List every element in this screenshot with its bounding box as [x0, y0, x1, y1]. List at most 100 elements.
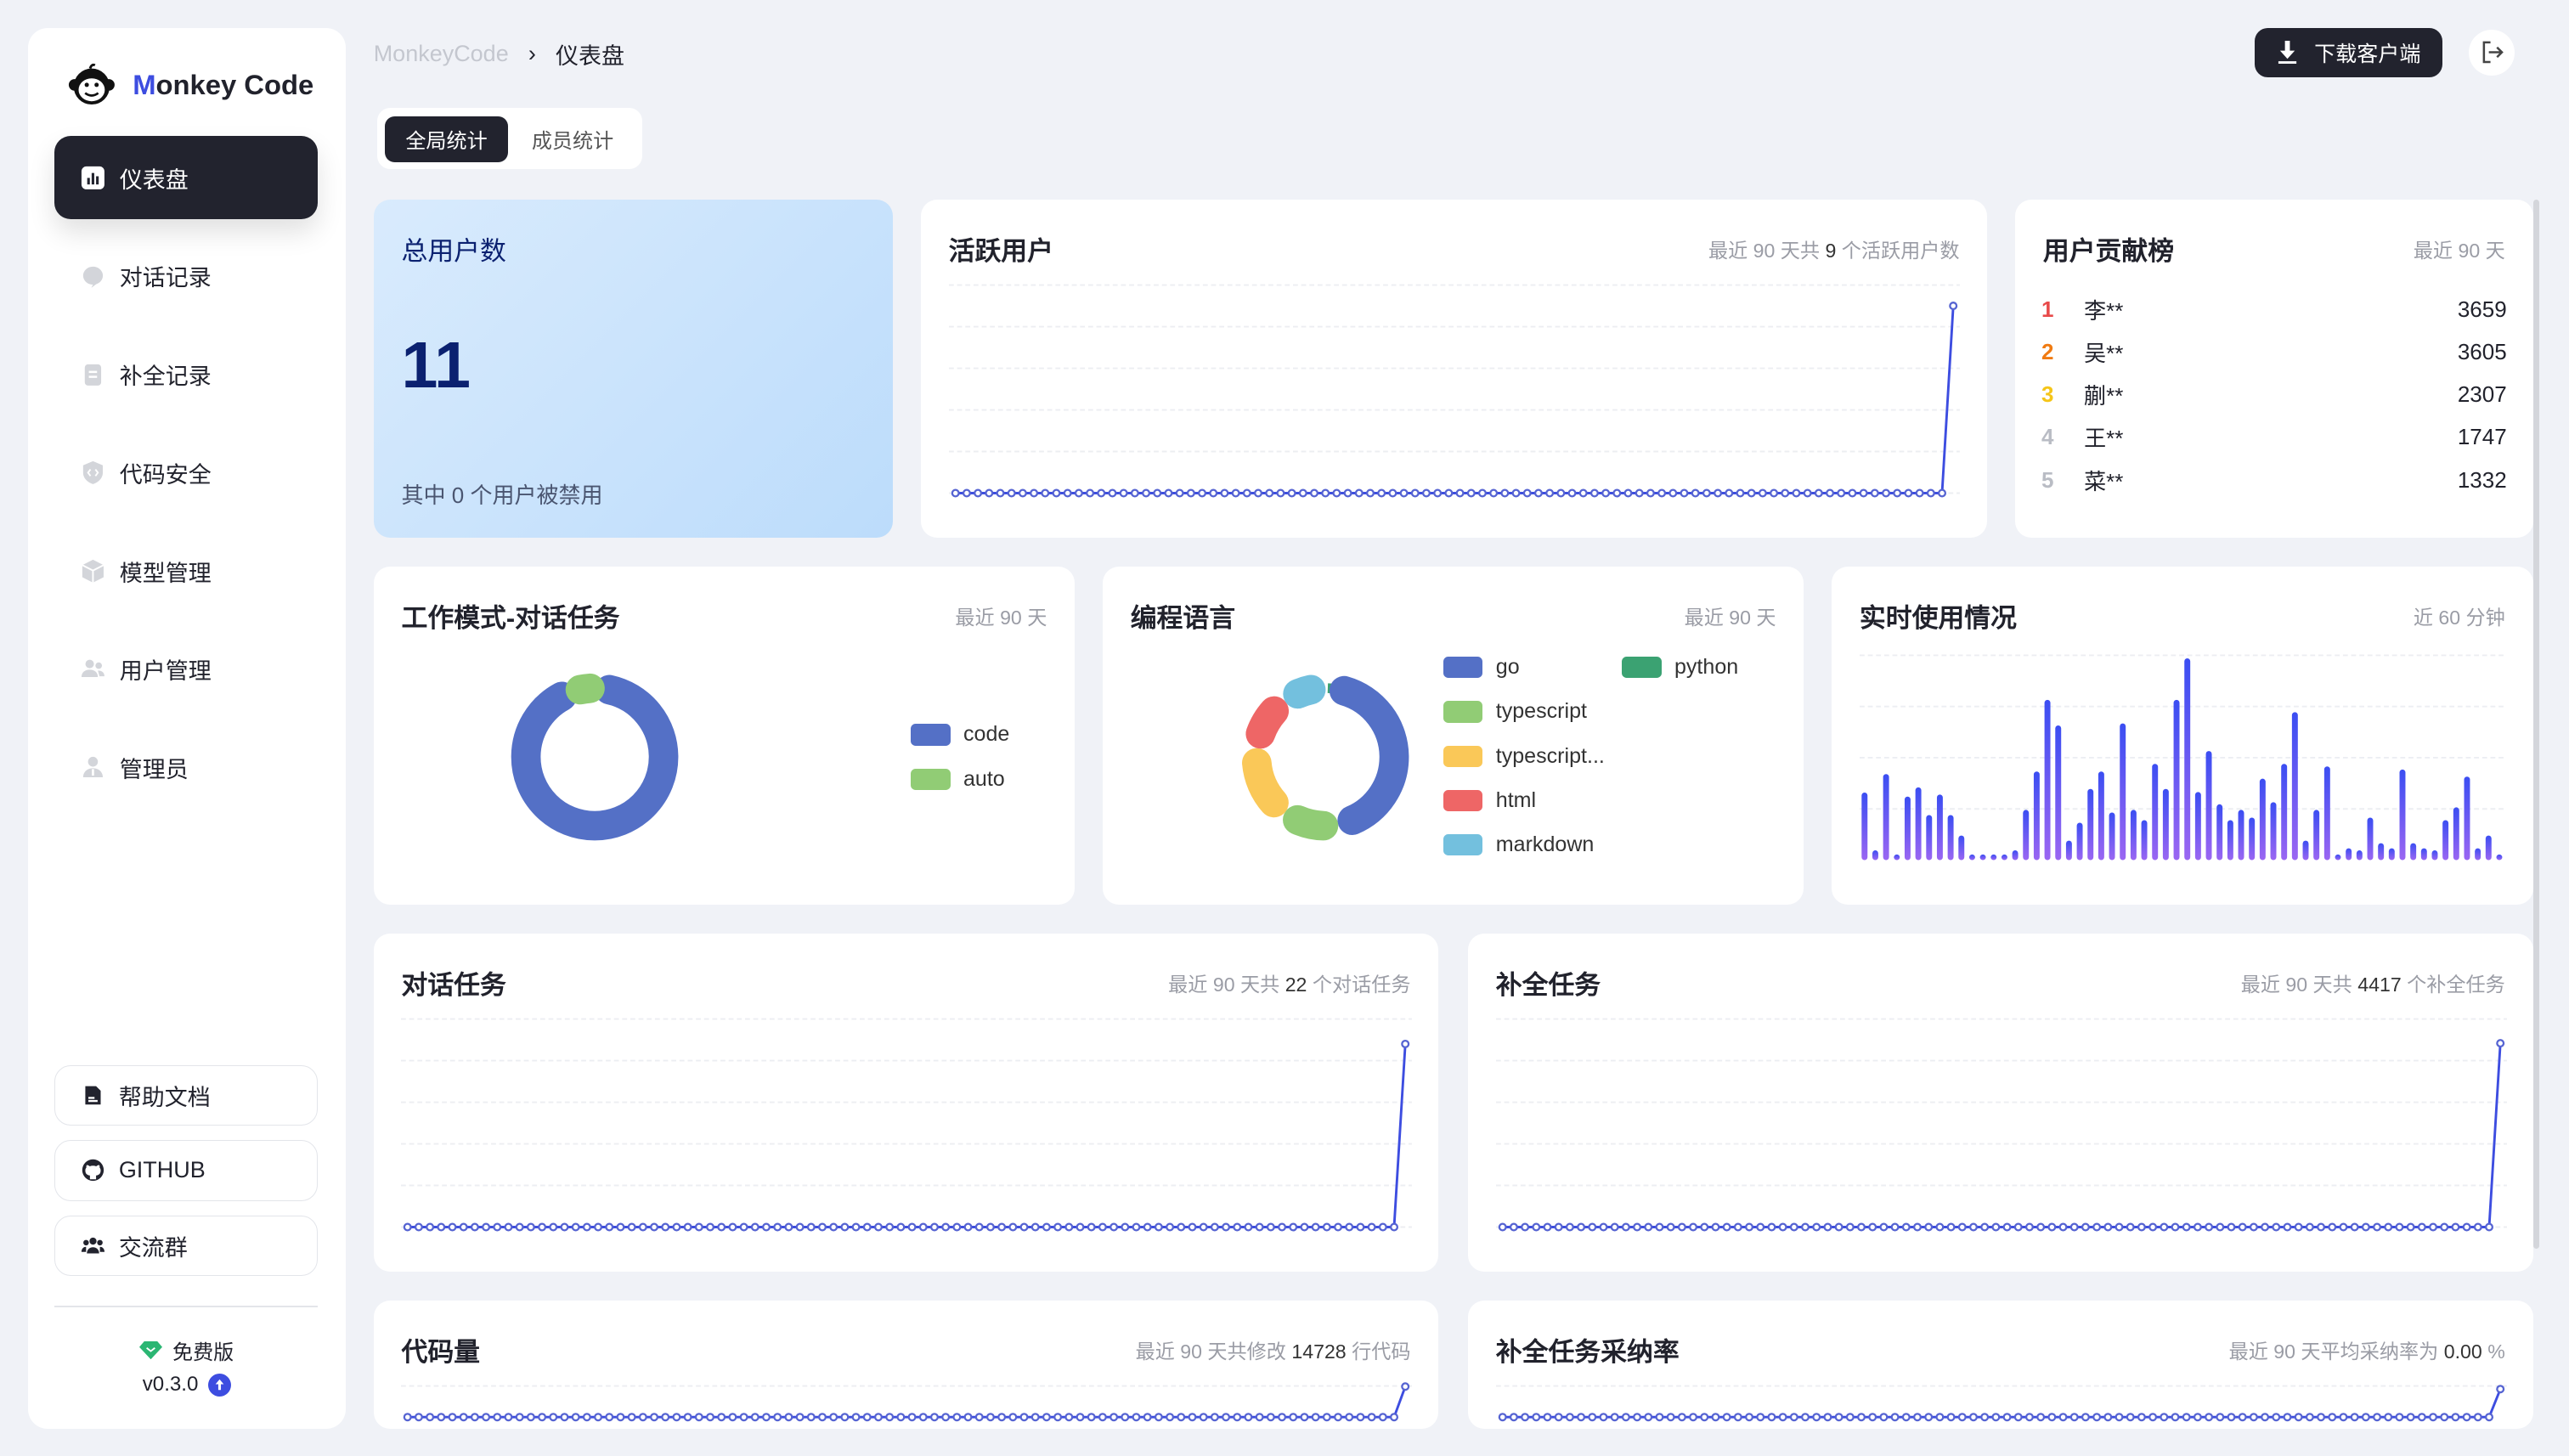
legend-item-go[interactable]: go — [1443, 655, 1520, 680]
bar — [2098, 771, 2104, 861]
bar — [2033, 771, 2040, 861]
sidebar-item-chat-records[interactable]: 对话记录 — [54, 234, 318, 318]
github-button[interactable]: GITHUB — [54, 1140, 319, 1201]
data-point — [1200, 1222, 1209, 1232]
data-point — [1601, 488, 1610, 498]
logo[interactable]: Monkey Code — [67, 60, 313, 110]
data-point — [829, 1413, 838, 1422]
version-label: v0.3.0 — [142, 1373, 199, 1397]
data-point — [1477, 488, 1487, 498]
data-point — [2260, 1413, 2269, 1422]
data-point — [493, 1222, 502, 1232]
legend-item-typescript-truncated[interactable]: typescript... — [1443, 744, 1605, 769]
data-point — [672, 1413, 681, 1422]
sidebar-item-admin[interactable]: 管理员 — [54, 725, 318, 809]
data-point — [2204, 1413, 2213, 1422]
tab-global-stats[interactable]: 全局统计 — [385, 116, 508, 162]
legend-item-python[interactable]: python — [1622, 655, 1738, 680]
data-point — [2002, 1222, 2012, 1232]
sidebar-item-dashboard[interactable]: 仪表盘 — [54, 136, 319, 220]
data-point — [2069, 1222, 2079, 1232]
data-point — [1792, 488, 1801, 498]
sidebar-item-completion-records[interactable]: 补全记录 — [54, 332, 318, 415]
data-point — [1644, 1222, 1653, 1232]
data-point — [2305, 1413, 2314, 1422]
logout-button[interactable] — [2469, 29, 2515, 76]
data-point — [415, 1222, 424, 1232]
data-point — [2451, 1413, 2460, 1422]
breadcrumb-separator: › — [528, 41, 536, 67]
data-point — [1368, 1222, 1377, 1232]
data-point — [2216, 1222, 2225, 1232]
data-point — [1300, 1222, 1309, 1232]
data-point — [1946, 1222, 1956, 1232]
card-subtitle: 近 60 分钟 — [2413, 606, 2505, 629]
data-point — [1825, 488, 1834, 498]
data-point — [1298, 488, 1307, 498]
main-scrollbar[interactable] — [2532, 200, 2540, 1249]
data-point — [2216, 1413, 2225, 1422]
data-point — [527, 1222, 536, 1232]
data-point — [1937, 488, 1946, 498]
data-point — [1455, 488, 1465, 498]
data-point — [973, 488, 982, 498]
data-point — [1399, 488, 1409, 498]
data-point — [2294, 1222, 2303, 1232]
data-point — [1312, 1222, 1321, 1232]
data-point — [997, 1413, 1007, 1422]
data-point — [684, 1222, 693, 1232]
bar — [2281, 764, 2288, 861]
data-point — [1533, 488, 1543, 498]
bar — [2152, 764, 2159, 861]
data-point — [628, 1413, 637, 1422]
data-point — [2361, 1413, 2370, 1422]
data-point — [1688, 1222, 1697, 1232]
data-point — [818, 1222, 827, 1232]
data-point — [2114, 1413, 2124, 1422]
legend-item-typescript[interactable]: typescript — [1443, 699, 1587, 724]
help-docs-button[interactable]: 帮助文档 — [54, 1064, 319, 1126]
bar — [2001, 854, 2007, 861]
data-point — [549, 1222, 558, 1232]
download-client-button[interactable]: 下载客户端 — [2254, 27, 2443, 77]
data-point — [2193, 1413, 2202, 1422]
data-point — [952, 1222, 962, 1232]
tab-member-stats[interactable]: 成员统计 — [531, 130, 614, 154]
user-name: 菜** — [2084, 468, 2124, 494]
bar — [2141, 820, 2148, 861]
data-point — [1823, 1222, 1832, 1232]
legend-item-html[interactable]: html — [1443, 788, 1536, 813]
sidebar-item-model-management[interactable]: 模型管理 — [54, 529, 318, 612]
data-point — [818, 1413, 827, 1422]
sidebar-item-user-management[interactable]: 用户管理 — [54, 628, 318, 711]
data-point — [2316, 1222, 2325, 1232]
data-point — [1323, 1413, 1332, 1422]
document-icon — [85, 1086, 101, 1105]
data-point — [1401, 1382, 1410, 1391]
upgrade-icon[interactable] — [207, 1373, 231, 1397]
sidebar-item-code-security[interactable]: 代码安全 — [54, 431, 318, 514]
legend-swatch — [911, 724, 951, 746]
data-point — [2495, 1039, 2504, 1048]
bar — [2367, 817, 2374, 861]
languages-donut-chart — [1241, 673, 1409, 841]
data-point — [1733, 1413, 1742, 1422]
data-point — [1532, 1413, 1541, 1422]
data-point — [1588, 1413, 1597, 1422]
ranking-row: 1 李** 3659 — [2041, 293, 2507, 326]
bar — [1958, 835, 1965, 861]
breadcrumb-root[interactable]: MonkeyCode — [373, 41, 509, 67]
legend-item-code[interactable]: code — [911, 722, 1009, 747]
work-mode-donut-chart — [511, 673, 679, 841]
data-point — [930, 1413, 940, 1422]
bar — [2259, 778, 2266, 861]
data-point — [1666, 1222, 1675, 1232]
series-line — [1502, 1043, 2502, 1228]
banned-users-note: 其中 0 个用户被禁用 — [401, 483, 603, 509]
legend-item-markdown[interactable]: markdown — [1443, 832, 1594, 857]
data-point — [1610, 1413, 1619, 1422]
data-point — [572, 1413, 581, 1422]
data-point — [1289, 1413, 1298, 1422]
legend-item-auto[interactable]: auto — [911, 767, 1005, 792]
community-group-button[interactable]: 交流群 — [54, 1215, 319, 1277]
